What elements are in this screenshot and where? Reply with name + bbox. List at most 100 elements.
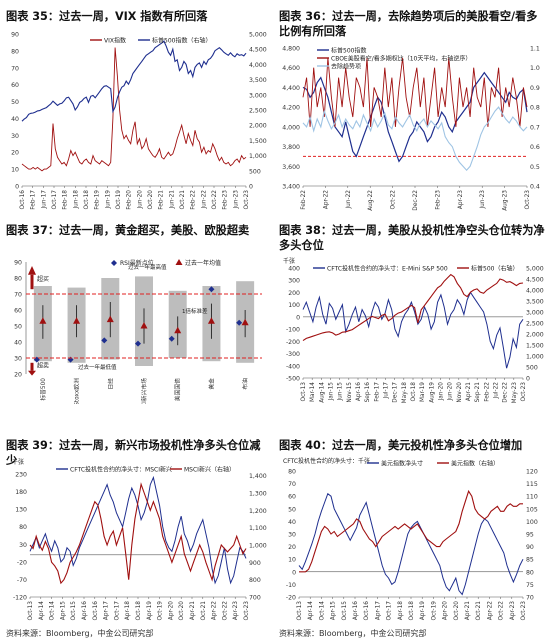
chart-36-put-call-ratio: 3,400 3,600 3,800 4,000 4,200 4,400 4,600 4,800… bbox=[282, 46, 540, 211]
y-tick-label-left: 40 bbox=[11, 116, 19, 123]
y-tick-label-left: 20 bbox=[288, 544, 296, 551]
x-tick-label: Feb-17 bbox=[374, 382, 380, 402]
y-tick-label-left: 4,000 bbox=[282, 124, 300, 131]
panel-title-36: 图表 36：过去一周，去除趋势项后的美股看空/看多比例有所回落 bbox=[279, 10, 538, 38]
y-tick-label-left: -120 bbox=[13, 595, 27, 602]
x-tick-label: Oct-22 bbox=[499, 601, 505, 621]
category-label: 美国国债 bbox=[174, 378, 182, 401]
y-tick-label: 70 bbox=[14, 292, 22, 299]
series-line-1 bbox=[302, 71, 528, 163]
x-tick-label: Oct-18 bbox=[84, 190, 90, 210]
chart-35-vix: 0 10 20 30 40 50 60 70 80 90 0 500 1,000 1,500 2,000 2,… bbox=[11, 32, 267, 210]
x-tick-label: Oct-18 bbox=[409, 601, 415, 621]
y-tick-label-left: 90 bbox=[11, 32, 19, 39]
overbought-label: 超买 bbox=[37, 275, 49, 283]
x-tick-label: Oct-14 bbox=[319, 601, 325, 621]
x-tick-label: Oct-13 bbox=[301, 382, 307, 402]
y-tick-label-right: 4,500 bbox=[526, 277, 544, 284]
y-tick-label-right: 1,400 bbox=[249, 473, 267, 480]
legend-cftc: CFTC投机性合约的净头寸：MSCI新兴 bbox=[70, 465, 172, 473]
y-tick-label-right: 2,000 bbox=[249, 123, 267, 130]
y-tick-label-left: -20 bbox=[286, 595, 296, 602]
x-tick-label: Oct-20 bbox=[148, 190, 154, 210]
legend-detrended: 去除趋势项 bbox=[331, 62, 361, 70]
y-tick-label-left: 0 bbox=[292, 569, 296, 576]
y-tick-label-left: 3,600 bbox=[282, 164, 300, 171]
x-tick-label: Apr-21 bbox=[190, 601, 196, 620]
x-tick-label: Feb-22 bbox=[484, 382, 490, 402]
x-tick-label: Sep-16 bbox=[365, 382, 371, 403]
x-tick-label: Oct-23 bbox=[525, 190, 531, 210]
y-tick-label-left: 60 bbox=[288, 494, 296, 501]
x-tick-label: Jun-23 bbox=[480, 190, 486, 210]
category-label: Stoxx欧洲 bbox=[73, 378, 81, 404]
rsi-marker bbox=[168, 335, 175, 342]
x-tick-label: Apr-16 bbox=[353, 601, 359, 620]
y-tick-label-right: 1,100 bbox=[249, 525, 267, 532]
x-tick-label: Oct-13 bbox=[28, 601, 34, 621]
y-tick-label-left: -100 bbox=[286, 327, 300, 334]
x-tick-label: Oct-19 bbox=[158, 601, 164, 621]
y-tick-label-right: 0.6 bbox=[530, 144, 540, 151]
x-tick-label: Feb-19 bbox=[95, 190, 101, 210]
x-tick-label: Apr-20 bbox=[168, 601, 174, 620]
y-tick-label-right: 1.1 bbox=[530, 46, 540, 53]
legend-vix: VIX指数 bbox=[104, 36, 126, 44]
series-line-2 bbox=[302, 57, 528, 127]
x-tick-label: Apr-16 bbox=[82, 601, 88, 620]
y-tick-label-right: 3,000 bbox=[526, 310, 544, 317]
y-tick-label-right: 0.5 bbox=[530, 164, 540, 171]
x-tick-label: Feb-22 bbox=[191, 190, 197, 210]
y-tick-label: 80 bbox=[14, 276, 22, 283]
x-tick-label: Jun-19 bbox=[105, 190, 111, 210]
rsi-marker bbox=[236, 319, 243, 326]
x-tick-label: Apr-17 bbox=[104, 601, 110, 620]
x-tick-label: Jun-23 bbox=[233, 190, 239, 210]
x-tick-label: Jan-20 bbox=[439, 382, 445, 402]
x-tick-label: Feb-23 bbox=[435, 190, 441, 210]
mean-marker bbox=[207, 317, 215, 324]
y-tick-label-right: 2,500 bbox=[526, 321, 544, 328]
y-tick-label-right: 5,000 bbox=[249, 32, 267, 39]
x-tick-label: Feb-18 bbox=[63, 190, 69, 210]
x-tick-label: Apr-17 bbox=[375, 601, 381, 620]
x-tick-label: Jan-15 bbox=[329, 382, 335, 402]
x-tick-label: Mar-14 bbox=[310, 382, 316, 402]
x-tick-label: Jun-20 bbox=[137, 190, 143, 210]
legend-cboe: CBOE美股看空/看多期权比（10天平均，右轴逆序） bbox=[331, 54, 471, 62]
rsi-marker bbox=[135, 340, 141, 347]
x-tick-label: Oct-23 bbox=[244, 601, 250, 621]
x-tick-label: Apr-16 bbox=[356, 382, 362, 401]
annotation-std: 1倍标准差 bbox=[182, 307, 208, 315]
x-tick-label: Apr-14 bbox=[39, 601, 45, 620]
legend-msci: MSCI新兴（右轴） bbox=[184, 465, 235, 473]
y-tick-label-right: 80 bbox=[526, 569, 534, 576]
panel-title-39: 图表 39：过去一周，新兴市场投机性净多头仓位减少 bbox=[6, 439, 261, 467]
y-tick-label-right: 0.8 bbox=[530, 105, 540, 112]
y-tick-label-right: 115 bbox=[526, 481, 538, 488]
chart-40-dollar-index: -20 -10 0 10 20 30 40 50 60 70 80 70 75 80 85 90 95 100 10… bbox=[283, 457, 538, 621]
y-tick-label-left: 30 bbox=[19, 542, 27, 549]
y-tick-label-left: 20 bbox=[11, 150, 19, 157]
x-tick-label: Oct-15 bbox=[342, 601, 348, 621]
legend-dollar-position: 美元指数净头寸 bbox=[381, 459, 423, 467]
x-tick-label: Feb-17 bbox=[31, 190, 37, 210]
legend-dollar-index: 美元指数（右轴） bbox=[451, 459, 499, 467]
legend-sp500: 标普500指数 bbox=[331, 46, 366, 54]
y-tick-label-left: 70 bbox=[288, 481, 296, 488]
legend-mean: 过去一年均值 bbox=[185, 259, 221, 267]
x-tick-label: Jun-15 bbox=[338, 382, 344, 402]
annotation-min: 过去一年最低值 bbox=[78, 363, 117, 371]
y-tick-label-left: 130 bbox=[15, 507, 27, 514]
y-tick-label: 30 bbox=[14, 356, 22, 363]
x-tick-label: Oct-18 bbox=[136, 601, 142, 621]
x-tick-label: Oct-19 bbox=[431, 601, 437, 621]
y-tick-label-right: 1,500 bbox=[526, 343, 544, 350]
y-tick-label: 20 bbox=[14, 372, 22, 379]
y-tick-label-right: 1.0 bbox=[530, 65, 540, 72]
x-tick-label: Apr-21 bbox=[465, 601, 471, 620]
y-tick-label-left: 10 bbox=[11, 167, 19, 174]
y-tick-label-left: 400 bbox=[288, 266, 300, 273]
y-tick-label-left: 80 bbox=[19, 524, 27, 531]
y-tick-label-right: 105 bbox=[526, 506, 538, 513]
